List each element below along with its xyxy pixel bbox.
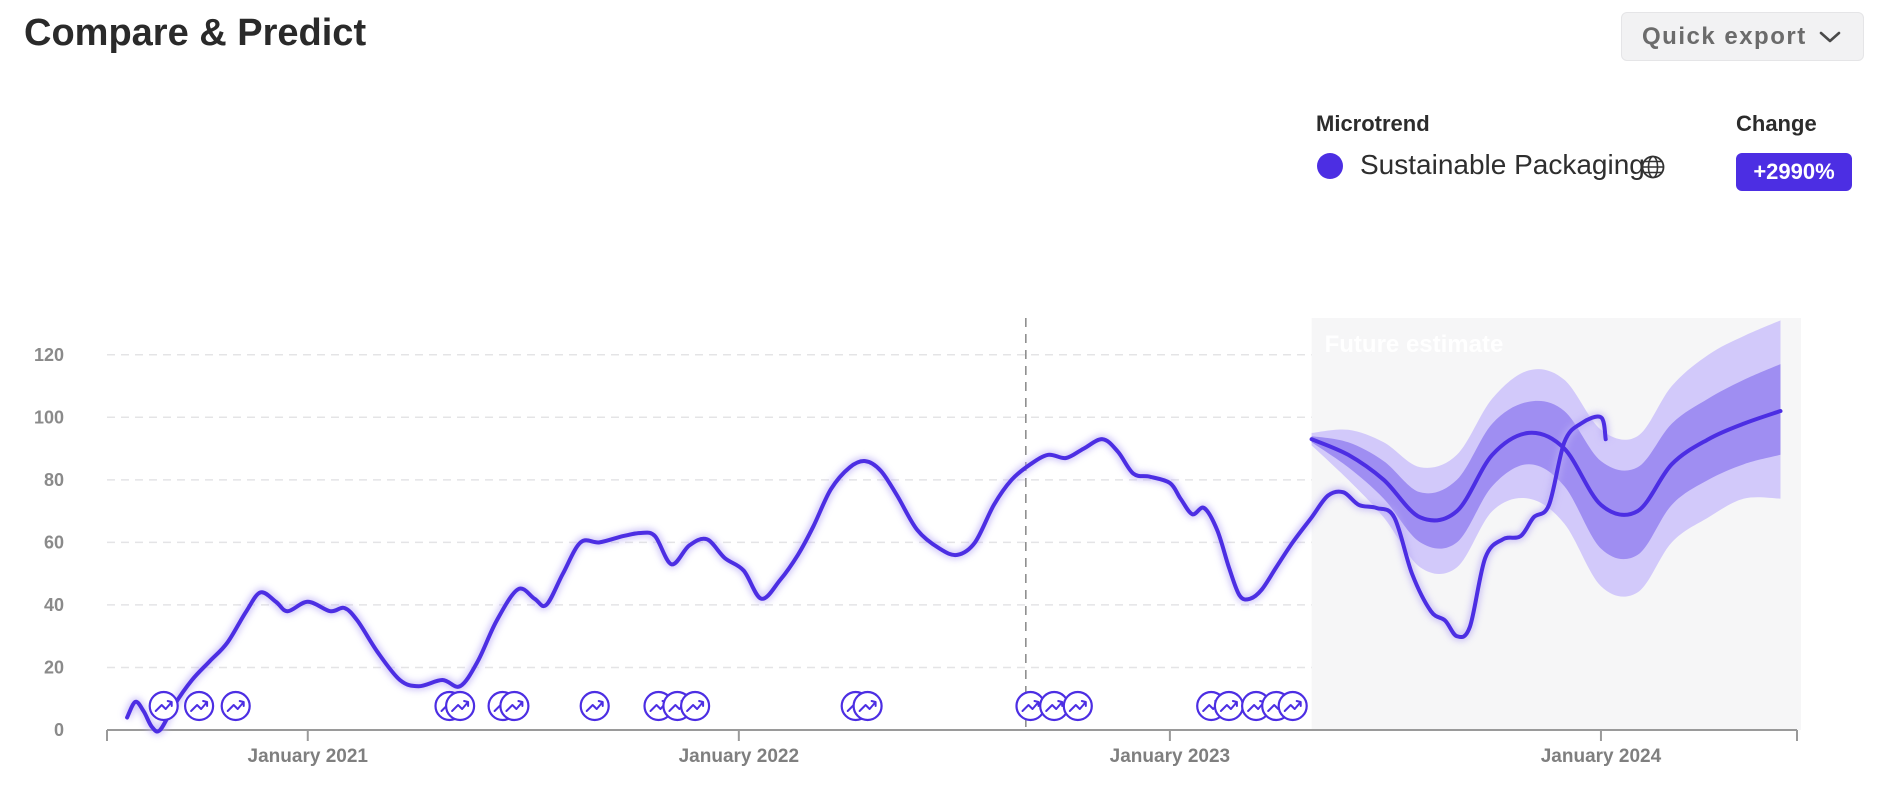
trend-marker-icon[interactable] [445,690,476,722]
trend-marker-glyph [1021,700,1040,712]
trend-marker-icon[interactable] [579,690,610,722]
x-tick-label: January 2021 [248,746,369,767]
forecast-line [1309,409,1783,523]
future-estimate-label: Future estimate [1325,331,1504,358]
x-tick-label: January 2024 [1541,746,1662,767]
trend-marker-icon[interactable] [184,690,215,722]
microtrend-heading: Microtrend [1316,111,1430,136]
trend-marker-glyph [858,700,877,712]
trend-marker-glyph [1045,700,1064,712]
quick-export-label: Quick export [1642,22,1807,50]
series-name[interactable]: Sustainable Packaging [1360,149,1645,180]
forecast-inner-band [1311,364,1781,560]
trend-marker-glyph [585,700,604,712]
trend-marker-glyph [1219,700,1238,712]
y-tick-label: 0 [54,720,64,740]
trend-marker-icon[interactable] [1213,690,1245,722]
y-tick-label: 80 [44,470,64,490]
trend-marker-icon[interactable] [220,690,251,722]
trend-marker-icon[interactable] [852,690,883,722]
series-line [125,414,1608,734]
change-heading: Change [1736,111,1817,136]
y-tick-label: 20 [44,657,64,677]
trend-marker-glyph [190,700,209,712]
y-tick-label: 60 [44,532,64,552]
x-tick-label: January 2022 [679,746,799,767]
trend-marker-icon[interactable] [1062,690,1093,722]
y-tick-label: 40 [44,595,64,615]
trend-chart: Future estimate 0 20 40 60 80 100 120 January 2… [34,318,1801,767]
trend-marker-glyph [226,700,245,712]
y-tick-label: 100 [34,407,64,427]
trend-marker-glyph [1283,700,1302,712]
page-title: Compare & Predict [24,12,367,54]
series-color-dot [1317,153,1343,179]
trend-marker-glyph [451,700,470,712]
globe-icon[interactable] [1640,154,1666,180]
trend-marker-icon[interactable] [148,690,179,722]
trend-marker-glyph [505,700,524,712]
y-tick-label: 120 [34,345,64,365]
x-tick-label: January 2023 [1110,746,1230,767]
trend-marker-glyph [1068,700,1087,712]
change-badge: +2990% [1736,153,1852,191]
quick-export-button[interactable]: Quick export [1621,12,1864,61]
trend-marker-icon[interactable] [679,690,711,722]
chevron-down-icon [1819,31,1841,42]
trend-marker-icon[interactable] [499,690,530,722]
trend-marker-glyph [686,700,705,712]
trend-marker-glyph [154,700,173,712]
trend-marker-icon[interactable] [1277,690,1308,722]
